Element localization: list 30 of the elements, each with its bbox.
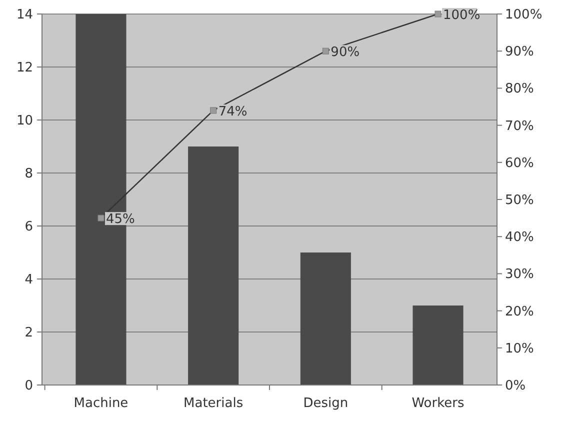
data-label: 74%	[218, 104, 248, 120]
y2-tick-label: 90%	[505, 44, 534, 60]
y-tick-label: 14	[16, 8, 33, 22]
y2-tick-label: 80%	[505, 82, 534, 97]
x-tick-label: Machine	[74, 396, 128, 411]
y2-tick-label: 70%	[505, 118, 534, 134]
data-label: 90%	[330, 45, 360, 60]
y-tick-label: 10	[16, 114, 33, 128]
y-tick-label: 12	[16, 60, 33, 76]
bar	[188, 146, 239, 385]
y2-tick-label: 40%	[505, 230, 534, 246]
x-tick-label: Workers	[412, 396, 465, 411]
bar	[412, 306, 464, 385]
y2-tick-label: 20%	[505, 304, 534, 320]
y2-tick-label: 30%	[505, 267, 534, 282]
y2-tick-label: 10%	[505, 341, 534, 356]
data-label: 45%	[106, 212, 135, 228]
y2-tick-label: 60%	[505, 156, 534, 171]
y-tick-label: 2	[24, 326, 33, 340]
y2-tick-label: 50%	[505, 193, 534, 208]
y-tick-label: 4	[24, 272, 33, 288]
bar	[300, 252, 351, 385]
x-tick-label: Design	[303, 396, 348, 411]
y2-tick-label: 100%	[505, 8, 542, 22]
y2-tick-label: 0%	[505, 378, 526, 394]
x-tick-label: Materials	[184, 396, 244, 411]
data-label: 100%	[443, 8, 480, 23]
y-tick-label: 8	[24, 166, 33, 182]
y-tick-label: 0	[24, 378, 33, 394]
y-tick-label: 6	[24, 220, 33, 234]
